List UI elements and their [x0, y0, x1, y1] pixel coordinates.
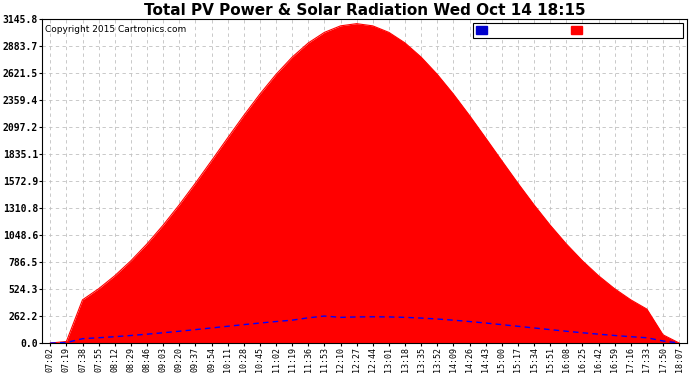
Title: Total PV Power & Solar Radiation Wed Oct 14 18:15: Total PV Power & Solar Radiation Wed Oct…	[144, 3, 586, 18]
Legend: Radiation (W/m2), PV Panels (DC Watts): Radiation (W/m2), PV Panels (DC Watts)	[473, 24, 682, 38]
Text: Copyright 2015 Cartronics.com: Copyright 2015 Cartronics.com	[46, 26, 187, 34]
